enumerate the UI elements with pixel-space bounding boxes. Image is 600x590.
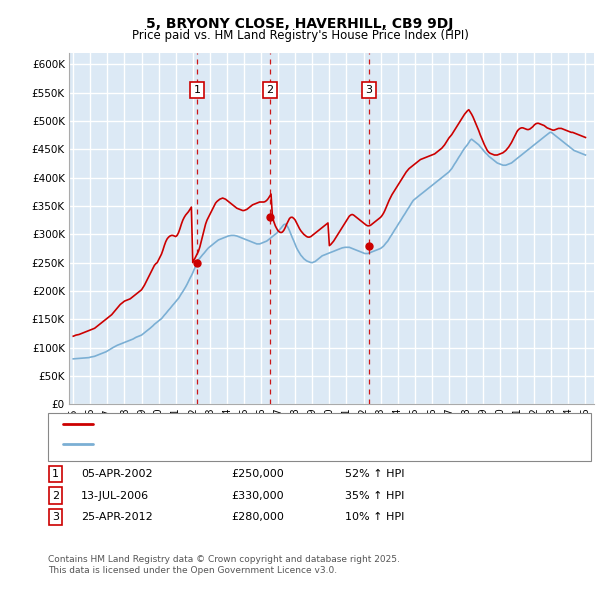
Text: 13-JUL-2006: 13-JUL-2006 bbox=[81, 491, 149, 500]
Text: 2: 2 bbox=[266, 85, 274, 95]
Text: Contains HM Land Registry data © Crown copyright and database right 2025.: Contains HM Land Registry data © Crown c… bbox=[48, 555, 400, 563]
Text: This data is licensed under the Open Government Licence v3.0.: This data is licensed under the Open Gov… bbox=[48, 566, 337, 575]
Text: 52% ↑ HPI: 52% ↑ HPI bbox=[345, 470, 404, 479]
Text: 5, BRYONY CLOSE, HAVERHILL, CB9 9DJ (detached house): 5, BRYONY CLOSE, HAVERHILL, CB9 9DJ (det… bbox=[100, 419, 400, 429]
Text: 3: 3 bbox=[365, 85, 373, 95]
Text: £330,000: £330,000 bbox=[231, 491, 284, 500]
Text: 10% ↑ HPI: 10% ↑ HPI bbox=[345, 512, 404, 522]
Text: £250,000: £250,000 bbox=[231, 470, 284, 479]
Text: 25-APR-2012: 25-APR-2012 bbox=[81, 512, 153, 522]
Text: 2: 2 bbox=[52, 491, 59, 500]
Text: 5, BRYONY CLOSE, HAVERHILL, CB9 9DJ: 5, BRYONY CLOSE, HAVERHILL, CB9 9DJ bbox=[146, 17, 454, 31]
Text: £280,000: £280,000 bbox=[231, 512, 284, 522]
Text: 35% ↑ HPI: 35% ↑ HPI bbox=[345, 491, 404, 500]
Text: 05-APR-2002: 05-APR-2002 bbox=[81, 470, 152, 479]
Text: 1: 1 bbox=[52, 470, 59, 479]
Text: 3: 3 bbox=[52, 512, 59, 522]
Text: Price paid vs. HM Land Registry's House Price Index (HPI): Price paid vs. HM Land Registry's House … bbox=[131, 30, 469, 42]
Text: HPI: Average price, detached house, West Suffolk: HPI: Average price, detached house, West… bbox=[100, 439, 358, 448]
Text: 1: 1 bbox=[194, 85, 201, 95]
